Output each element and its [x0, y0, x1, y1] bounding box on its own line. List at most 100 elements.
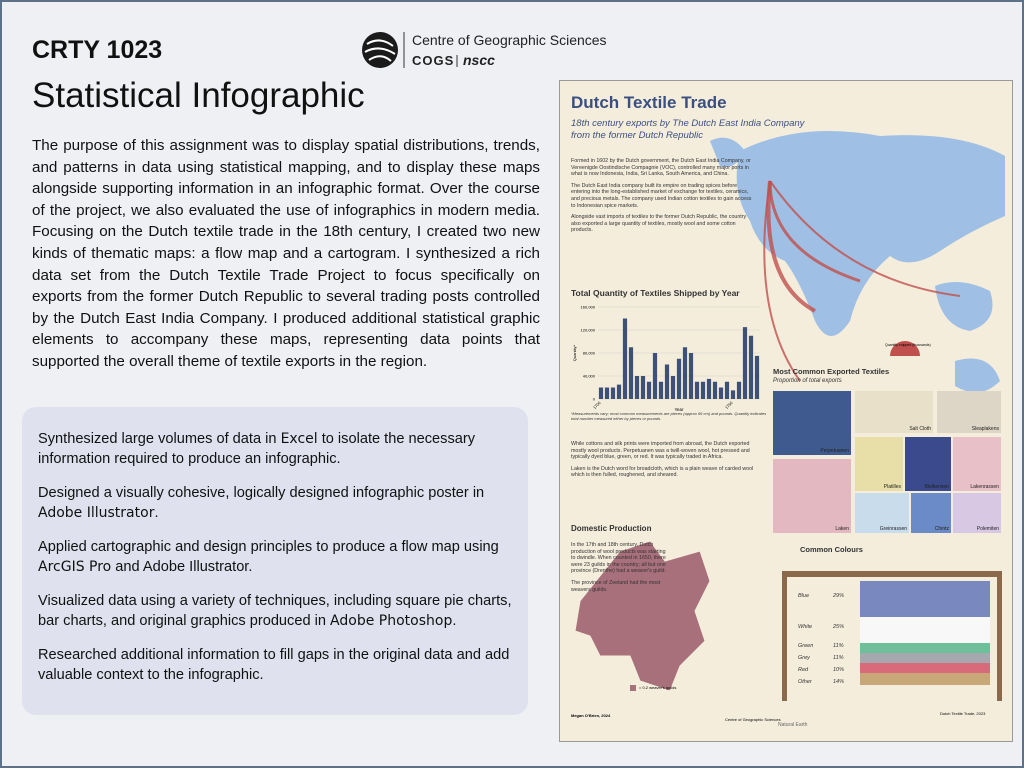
y-tick-label: 40,000	[583, 374, 596, 379]
landmass	[935, 282, 993, 331]
swatch-label: Laken	[835, 526, 849, 532]
bar	[604, 387, 610, 399]
swatch	[911, 493, 951, 533]
highlight-text: .	[452, 613, 457, 629]
weave-white	[860, 617, 990, 643]
domestic-paragraph: The province of Zeeland had the most wea…	[571, 579, 661, 593]
colours-list: Blue 29% White 25% Green 11% Grey 11% Red 10% Othe…	[798, 593, 858, 693]
colour-share: 11%	[833, 655, 844, 661]
domestic-text: In the 17th and 18th century, Dutch prod…	[571, 542, 666, 598]
weave-blue	[860, 581, 990, 617]
textile-paragraph: While cottons and silk prints were impor…	[571, 441, 750, 461]
highlight-item: Synthesized large volumes of data in Exc…	[38, 429, 528, 469]
poster: 0 40,000 80,000 120,000 160,000 1700 1750 Year Q…	[559, 80, 1013, 742]
loom	[782, 571, 1002, 701]
y-tick-label: 160,000	[581, 305, 596, 310]
colour-share: 25%	[833, 624, 845, 630]
landmass	[955, 358, 1000, 393]
swatch-label: Lakenrassen	[970, 484, 999, 490]
domestic-title: Domestic Production	[571, 524, 652, 533]
bar	[700, 381, 706, 399]
x-tick-label: 1750	[724, 400, 734, 410]
colour-name: Grey	[798, 655, 810, 661]
swatch-label: Sleaplakens	[972, 426, 1000, 432]
bar	[712, 381, 718, 399]
textiles-title: Most Common Exported Textiles	[773, 367, 890, 376]
poster-graphics: 0 40,000 80,000 120,000 160,000 1700 1750 Year Q…	[572, 131, 1005, 701]
bar	[694, 381, 700, 399]
bar	[682, 347, 688, 399]
weave-red	[860, 663, 990, 673]
loom-bar	[782, 571, 1002, 577]
textiles-subtitle: Proportion of total exports	[773, 378, 842, 384]
bar	[724, 381, 730, 399]
highlight-text: .	[154, 505, 159, 521]
footer-source: Dutch Textile Trade, 2023	[940, 711, 986, 716]
logo-cogs: COGS	[412, 53, 454, 68]
swatch-label: Chintz	[935, 526, 950, 532]
highlight-text: Visualized data using a variety of techn…	[38, 593, 512, 629]
highlight-text: Designed a visually cohesive, logically …	[38, 485, 485, 501]
flow	[768, 180, 861, 283]
y-tick-label: 120,000	[581, 328, 596, 333]
poster-subtitle: 18th century exports by The Dutch East I…	[571, 118, 805, 141]
tool-name: Excel	[280, 431, 318, 447]
map-legend: Quantity shipped (thousands)	[885, 343, 931, 347]
description: The purpose of this assignment was to di…	[32, 137, 540, 370]
bar	[670, 376, 676, 399]
swatch	[773, 391, 851, 455]
highlight-text: to isolate the necessary information req…	[38, 431, 476, 467]
chart-note: *Measurements vary; most common measurem…	[571, 411, 767, 421]
flow-lines	[763, 180, 961, 382]
swatch	[855, 493, 909, 533]
logo: Centre of Geographic Sciences COGS nscc	[362, 32, 607, 68]
textile-paragraph: Laken is the Dutch word for broadcloth, …	[571, 465, 754, 479]
domestic-paragraph: In the 17th and 18th century, Dutch prod…	[571, 542, 666, 575]
textile-swatches	[773, 391, 1001, 533]
swatch-label: Bielkensen	[925, 484, 950, 490]
colour-share: 11%	[833, 643, 844, 649]
colour-share: 10%	[833, 667, 845, 673]
highlight-item: Researched additional information to fil…	[38, 645, 528, 685]
colour-name: Red	[798, 667, 809, 673]
bar	[706, 378, 712, 399]
highlight-item: Applied cartographic and design principl…	[38, 537, 528, 577]
bar	[676, 358, 682, 399]
logo-nscc: nscc	[463, 52, 495, 68]
swatch	[937, 391, 1001, 433]
bar	[754, 355, 760, 399]
guild-legend: = 0.2 weaver's guilds	[639, 685, 677, 690]
bar	[652, 353, 658, 399]
swatch	[953, 493, 1001, 533]
highlight-text: Researched additional information to fil…	[38, 647, 510, 683]
swatch	[855, 437, 903, 491]
poster-title: Dutch Textile Trade	[571, 93, 727, 112]
highlight-text: and Adobe Illustrator.	[111, 559, 253, 575]
intro-paragraph: Formed in 1602 by the Dutch government, …	[571, 158, 751, 178]
flow	[763, 180, 801, 382]
slide-title: Statistical Infographic	[32, 76, 365, 115]
footer-author: Megan O'Brien, 2024	[571, 713, 611, 718]
flow	[766, 180, 816, 313]
world-map	[710, 131, 1005, 393]
bar	[742, 327, 748, 399]
intro-paragraph: Alongside vast imports of textiles to th…	[571, 214, 747, 234]
textile-text: While cottons and silk prints were impor…	[571, 441, 766, 484]
footer-natural-earth: Natural Earth	[778, 722, 808, 728]
colour-name: Other	[798, 679, 812, 685]
bar	[634, 376, 640, 399]
colour-name: White	[798, 624, 813, 630]
weave-green	[860, 643, 990, 653]
highlight-item: Visualized data using a variety of techn…	[38, 591, 528, 631]
swatch-label: Perpetuanen	[820, 448, 849, 454]
swatch-label: Platilles	[884, 484, 902, 490]
bar	[616, 384, 622, 399]
swatch	[905, 437, 951, 491]
colour-name: Green	[798, 643, 814, 649]
bar	[628, 347, 634, 399]
loom-post	[782, 571, 787, 701]
logo-swirl	[364, 39, 396, 62]
bar	[730, 390, 736, 399]
logo-name: Centre of Geographic Sciences	[412, 32, 607, 48]
